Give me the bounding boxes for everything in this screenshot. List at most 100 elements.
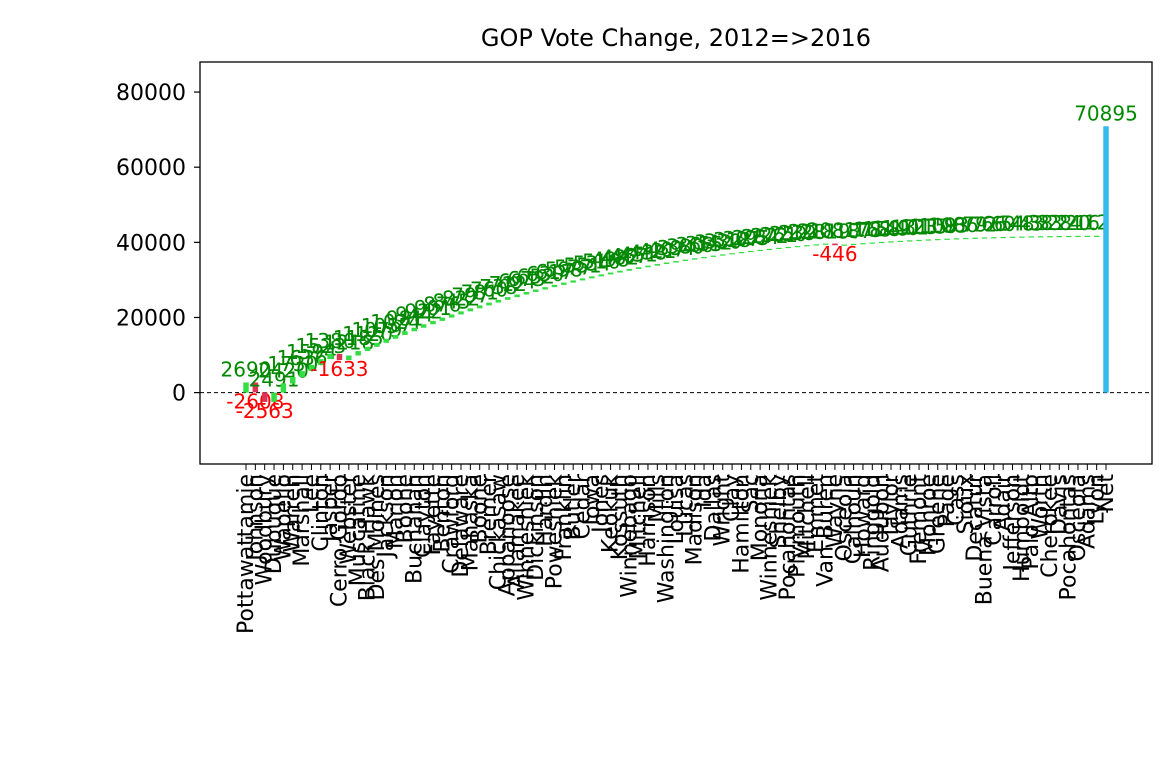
x-tick-label: Delaware [449,474,474,578]
x-tick-label: Jasper [318,473,343,544]
bar [411,327,418,332]
data-label: 551 [563,253,601,277]
x-tick-label: Boone [468,474,493,543]
bar [804,245,810,247]
data-label: 1380 [305,329,356,353]
x-tick-label: Monona [748,474,773,561]
bar [981,237,988,239]
data-label: 250 [769,222,807,246]
bar [289,376,296,384]
data-label: -1633 [310,357,368,381]
x-tick-label: Harrison [636,474,661,567]
bar [860,243,866,245]
data-label: 100 [928,214,966,238]
x-tick-label: Jefferson [1001,474,1026,573]
x-tick-label: Dubuque [262,474,287,574]
bar [589,276,595,279]
bar [822,243,829,245]
x-tick-label: Emmet [804,474,829,553]
data-label: 822 [442,286,480,310]
data-label: 123 [900,215,938,239]
data-label: 284 [741,225,779,249]
bar [1009,236,1016,238]
data-label: 115 [909,214,947,238]
x-tick-label: Davis [1047,474,1072,535]
bar [1103,126,1109,393]
bar [346,355,352,361]
data-label: 158 [863,217,901,241]
data-label: 2690 [221,358,272,382]
data-label: 93 [944,213,969,237]
bar [757,249,763,252]
data-label: 342 [694,231,732,255]
x-tick-label: Buena Vista [972,474,997,605]
x-tick-label: Mills [645,474,670,523]
x-tick-label: Van Buren [814,474,839,587]
data-label: 66 [981,212,1006,236]
x-tick-label: Hamilton [729,474,754,574]
y-tick-label: 60000 [116,156,186,181]
data-label: 228 [788,220,826,244]
data-label: 208 [806,219,844,243]
bar [495,299,502,303]
data-label: 79 [962,213,987,237]
data-label: 738 [479,275,517,299]
bar [654,264,661,266]
x-tick-label: Mahaska [458,474,483,571]
bar [934,239,941,241]
x-tick-label: Ringgold [860,474,885,571]
bar [1065,235,1072,238]
x-tick-label: Winnebago [617,474,642,598]
chart-title: GOP Vote Change, 2012=>2016 [481,24,871,52]
data-label: 630 [526,262,564,286]
x-tick-label: Jackson [374,474,399,560]
bar [991,237,997,239]
x-tick-label: Clay [720,474,745,522]
bar [280,383,287,393]
data-label: 108 [919,214,957,238]
bar [963,237,969,240]
data-label: 1594 [286,340,337,364]
data-label: 577 [554,255,592,279]
x-tick-label: Audubon [870,474,895,572]
x-tick-label: Taylor [879,473,904,540]
bar [504,297,511,300]
bar [897,240,904,243]
y-tick-label: 0 [172,382,186,407]
x-tick-label: Adams [888,474,913,549]
x-tick-label: Lyon [1085,474,1110,525]
bar [785,246,791,249]
data-label: 140 [881,216,919,240]
x-tick-label: Jones [589,474,614,535]
data-label: 355 [685,232,723,256]
data-label: 38 [1028,211,1053,235]
x-tick-label: Adams [1075,474,1100,549]
x-tick-label: Decatur [963,473,988,562]
x-tick-label: Wayne [823,474,848,548]
data-label: 43 [1018,211,1043,235]
x-tick-label: Kossuth [608,474,633,560]
x-tick-label: Buchanan [402,474,427,584]
x-tick-label: Dallas [701,474,726,542]
x-tick-label: Iowa [580,474,605,525]
data-label: 366 [676,233,714,257]
bar [766,248,773,251]
bar [701,256,707,259]
data-label: 48 [1009,212,1034,236]
x-tick-label: Clayton [412,474,437,558]
bar [888,241,894,243]
bar [252,382,259,393]
x-tick-label: Plymouth [786,474,811,578]
bar [850,243,857,245]
bar [261,392,268,402]
x-tick-label: Poweshiek [542,474,567,590]
x-tick-label: Crawford [440,474,465,574]
data-label: 70895 [1074,101,1138,125]
bar [916,239,922,242]
x-tick-label: Washington [655,474,680,603]
x-tick-label: Wright [711,474,736,547]
bar [243,382,249,393]
data-label: 307 [722,227,760,251]
x-tick-label: Keokuk [599,474,624,553]
